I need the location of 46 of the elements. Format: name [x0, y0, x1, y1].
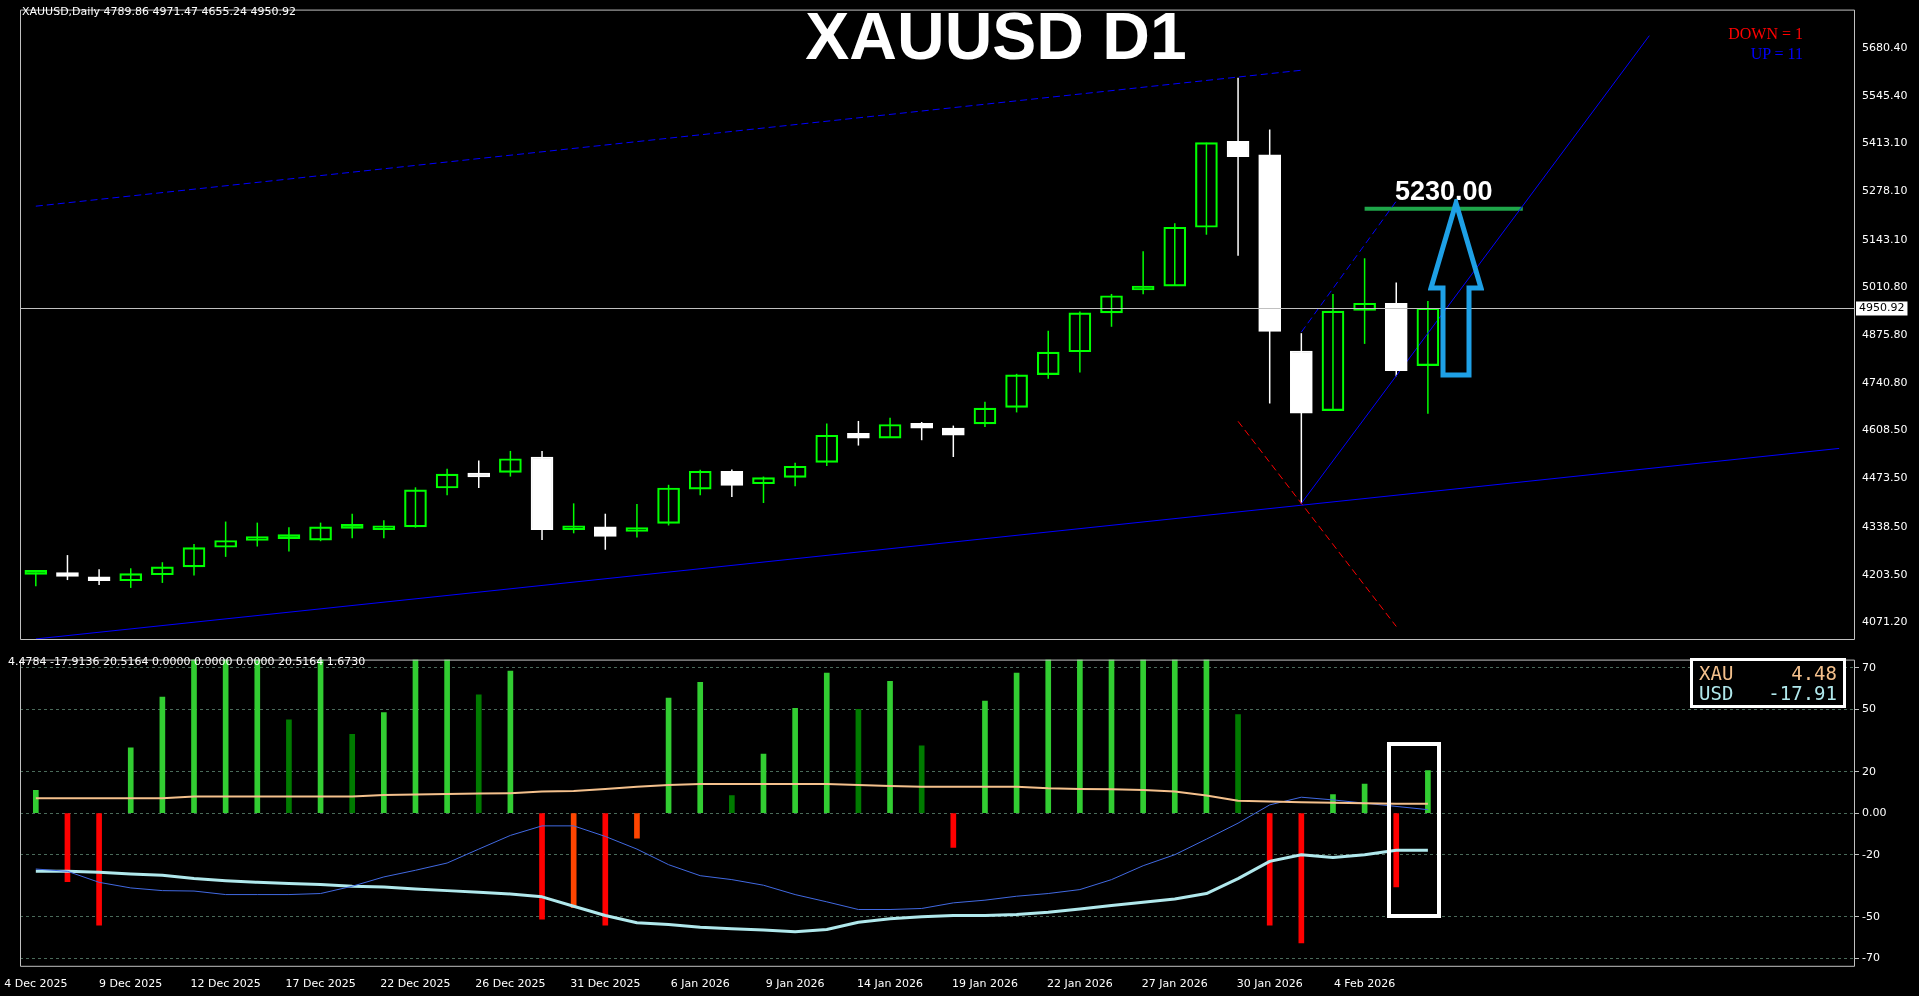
y-tick-label: -70: [1862, 951, 1880, 965]
y-tick-label: 4071.20: [1862, 614, 1908, 628]
x-tick-label: 9 Dec 2025: [99, 977, 163, 991]
y-tick-label: 4608.50: [1862, 423, 1908, 437]
x-tick-label: 26 Dec 2025: [475, 977, 546, 991]
y-tick-label: 50: [1862, 702, 1876, 716]
y-tick-label: 4473.50: [1862, 471, 1908, 485]
y-tick-label: 5143.10: [1862, 232, 1908, 246]
chart-title: XAUUSD D1: [805, 0, 1187, 73]
y-tick-label: 5010.80: [1862, 279, 1908, 293]
annotation: XAUUSD,Daily 4789.86 4971.47 4655.24 4950.92: [22, 5, 296, 18]
y-tick-label: 0.00: [1862, 806, 1887, 820]
annotation: UP = 11: [1750, 45, 1803, 63]
x-tick-label: 19 Jan 2026: [951, 977, 1018, 991]
text: XAU: [1699, 662, 1734, 684]
y-tick-label: 5680.40: [1862, 40, 1908, 54]
y-tick-label: 70: [1862, 660, 1876, 674]
x-tick-label: 4 Feb 2026: [1333, 977, 1396, 991]
y-tick-label: 5545.40: [1862, 89, 1908, 103]
text: USD: [1699, 682, 1734, 704]
y-tick-label: 4203.50: [1862, 567, 1908, 581]
annotation: 4.48: [1791, 662, 1837, 684]
x-tick-label: 12 Dec 2025: [190, 977, 261, 991]
x-tick-label: 17 Dec 2025: [285, 977, 356, 991]
y-tick-label: 5413.10: [1862, 136, 1908, 150]
annotation: 4.4784 -17.9136 20.5164 0.0000 0.0000 0.0000 20.5164 1.6730: [8, 655, 366, 668]
y-tick-label: 4338.50: [1862, 519, 1908, 533]
annotation: 5230.00: [1394, 175, 1493, 207]
x-tick-label: 22 Jan 2026: [1046, 977, 1113, 991]
y-tick-label: 5278.10: [1862, 184, 1908, 198]
x-tick-label: 31 Dec 2025: [570, 977, 641, 991]
x-tick-label: 22 Dec 2025: [380, 977, 451, 991]
y-tick-label: 4740.80: [1862, 376, 1908, 390]
x-tick-label: 9 Jan 2026: [765, 977, 825, 991]
y-tick-label: -50: [1862, 909, 1880, 923]
x-tick-label: 27 Jan 2026: [1141, 977, 1208, 991]
x-tick-label: 14 Jan 2026: [857, 977, 924, 991]
y-tick-label: 20: [1862, 764, 1876, 778]
x-tick-label: 6 Jan 2026: [670, 977, 730, 991]
x-tick-label: 30 Jan 2026: [1236, 977, 1303, 991]
annotation: -17.91: [1768, 682, 1837, 704]
ref-line-label: 4950.92: [1859, 301, 1905, 315]
y-tick-label: 4875.80: [1862, 327, 1908, 341]
annotation: DOWN = 1: [1728, 25, 1803, 43]
x-tick-label: 4 Dec 2025: [4, 977, 68, 991]
y-tick-label: -20: [1862, 847, 1880, 861]
